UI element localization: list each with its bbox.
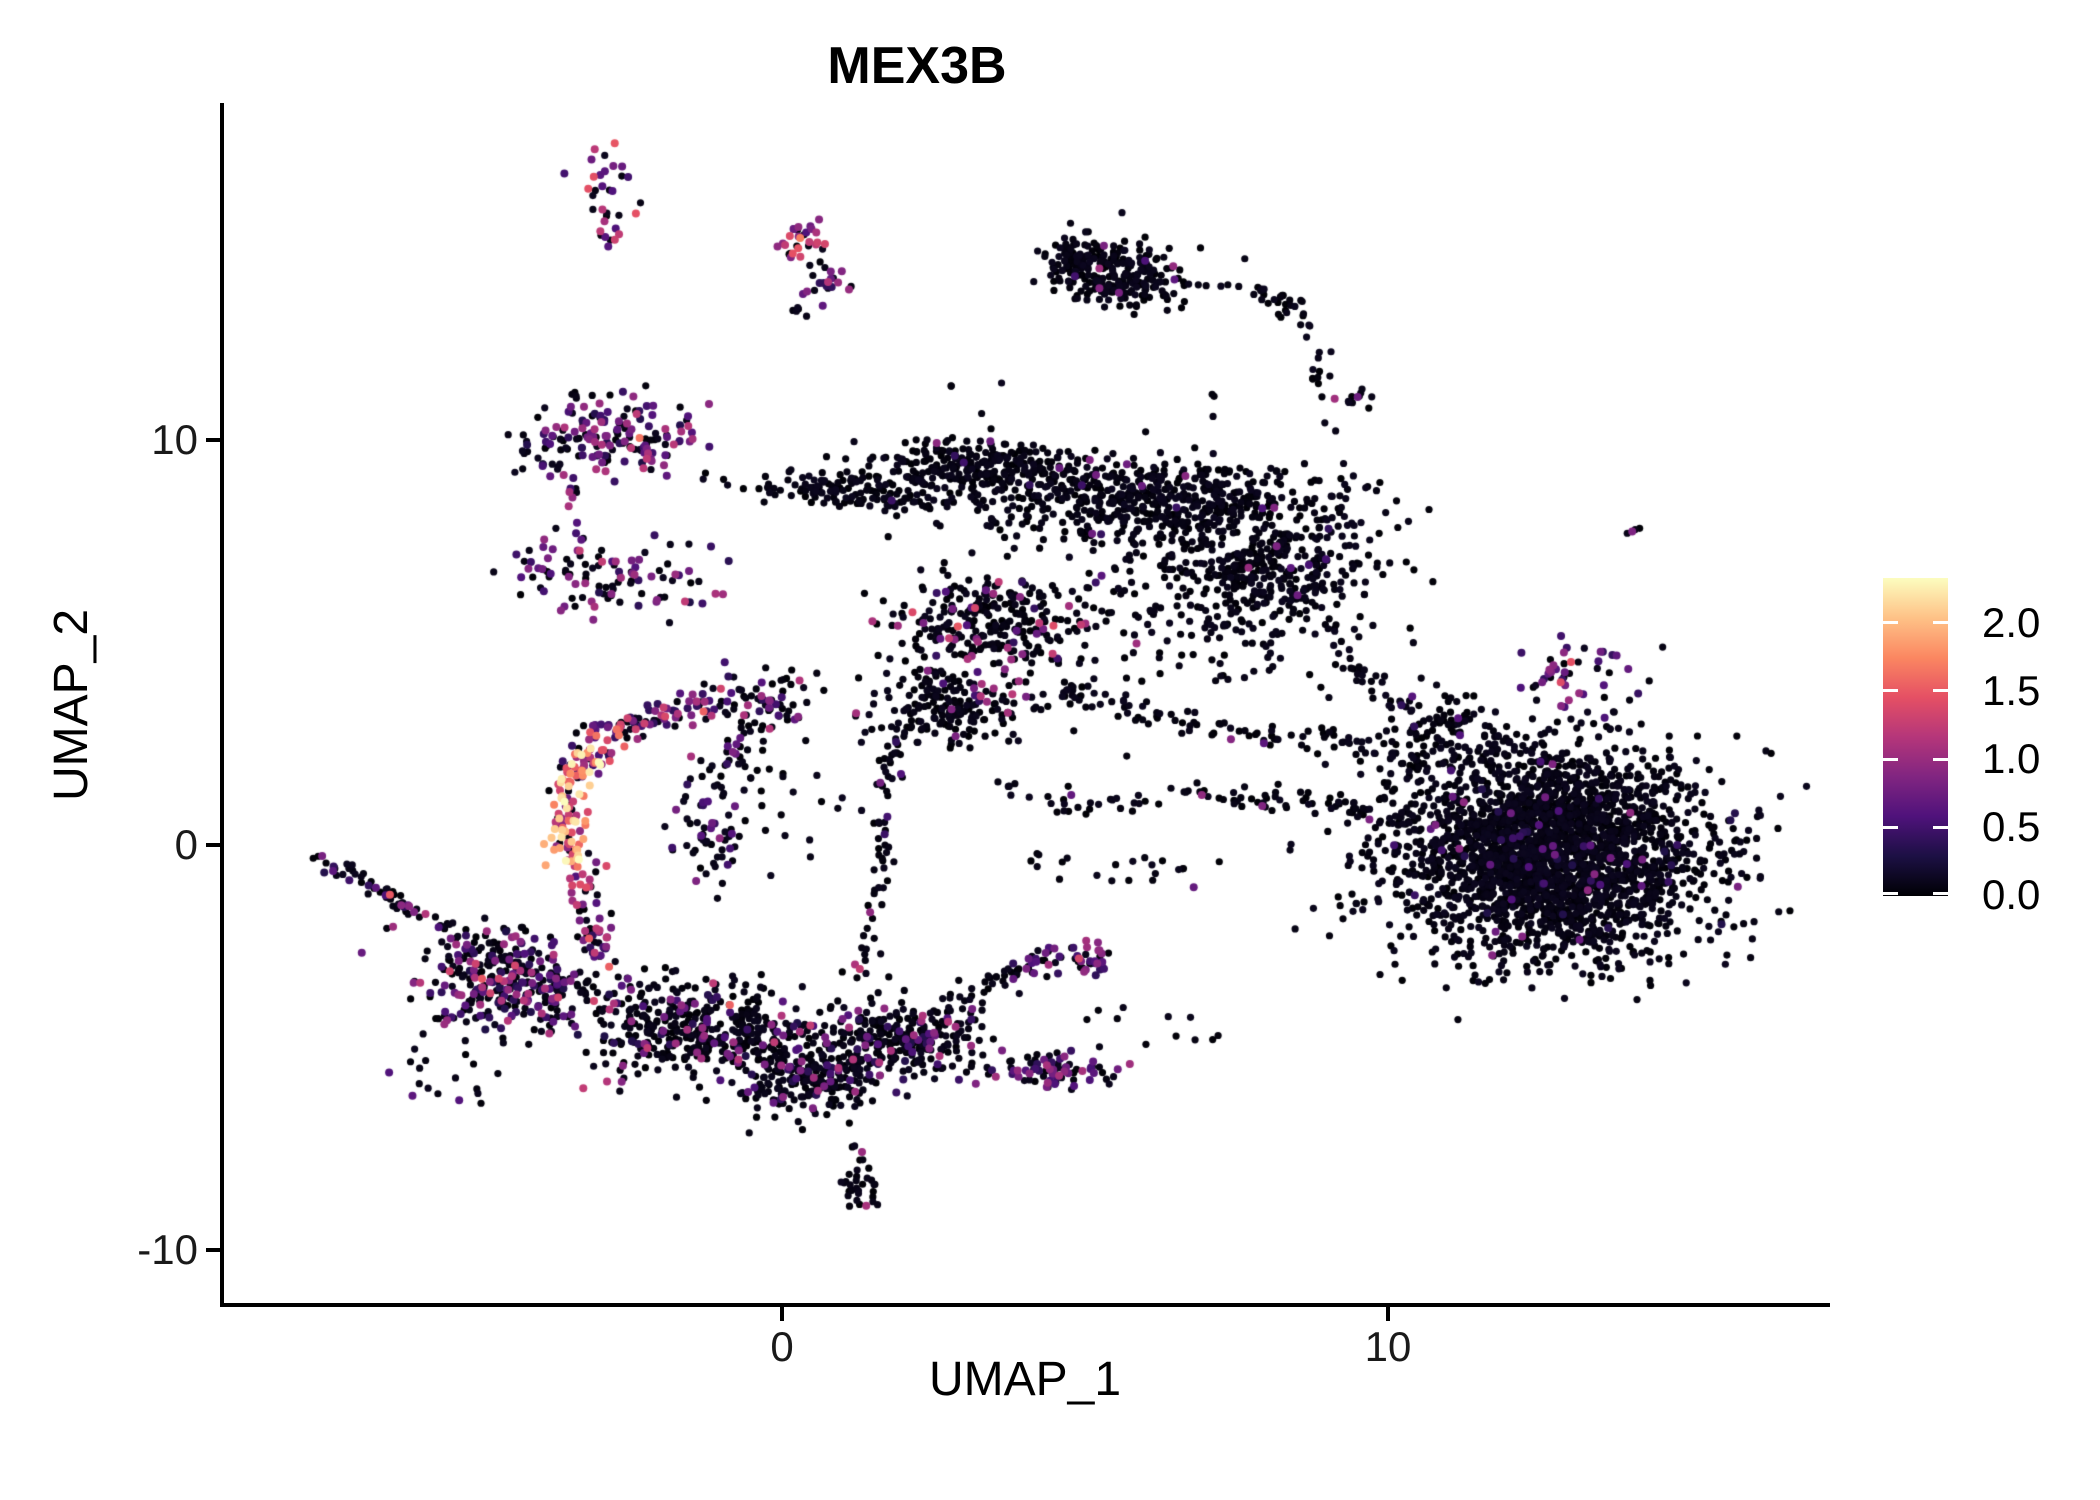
x-tick-mark xyxy=(780,1305,784,1321)
x-tick-label: 0 xyxy=(770,1323,794,1370)
colorbar-tick xyxy=(1933,689,1948,692)
colorbar-tick xyxy=(1933,758,1948,761)
y-tick-mark xyxy=(206,438,222,442)
x-axis-title: UMAP_1 xyxy=(928,1353,1122,1406)
y-axis-title: UMAP_2 xyxy=(45,608,98,802)
colorbar-label: 2.0 xyxy=(1982,599,2041,646)
y-tick-mark xyxy=(206,843,222,847)
y-tick-mark xyxy=(206,1248,222,1252)
colorbar-tick xyxy=(1883,689,1898,692)
colorbar-gradient xyxy=(1883,578,1948,896)
y-tick-label: -10 xyxy=(137,1226,198,1273)
colorbar-tick xyxy=(1883,826,1898,829)
colorbar-tick xyxy=(1883,758,1898,761)
colorbar-label: 1.0 xyxy=(1982,735,2041,782)
y-tick-label: 0 xyxy=(174,821,198,868)
y-axis-line xyxy=(220,103,224,1307)
colorbar-tick xyxy=(1933,621,1948,624)
colorbar-tick xyxy=(1883,892,1898,895)
colorbar-label: 0.0 xyxy=(1982,871,2041,918)
x-axis-line xyxy=(220,1303,1830,1307)
x-tick-label: 10 xyxy=(1364,1323,1412,1370)
colorbar-tick xyxy=(1883,621,1898,624)
colorbar-tick xyxy=(1933,892,1948,895)
y-tick-label: 10 xyxy=(151,416,198,463)
plot-title: MEX3B xyxy=(827,37,1007,95)
colorbar-label: 0.5 xyxy=(1982,803,2041,850)
colorbar-label: 1.5 xyxy=(1982,667,2041,714)
x-tick-mark xyxy=(1386,1305,1390,1321)
colorbar-tick xyxy=(1933,826,1948,829)
